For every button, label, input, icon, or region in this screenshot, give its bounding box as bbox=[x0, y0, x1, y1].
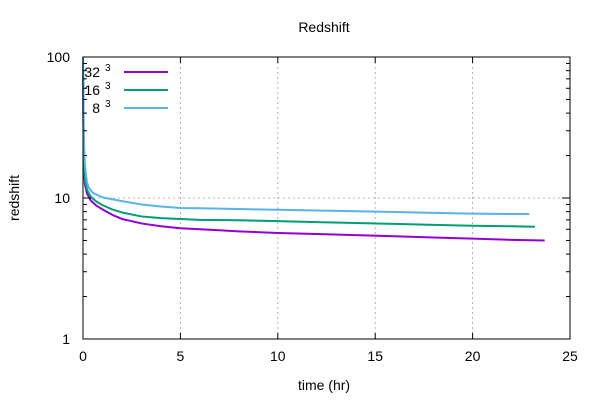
y-axis-label: redshift bbox=[6, 175, 22, 221]
ticks: 0 5 10 15 20 25 1 10 100 bbox=[47, 49, 578, 364]
legend-superscript: 3 bbox=[105, 99, 111, 110]
legend-superscript: 3 bbox=[105, 63, 111, 74]
grid bbox=[83, 57, 570, 339]
x-tick-label: 25 bbox=[562, 348, 578, 364]
y-tick-label: 1 bbox=[62, 331, 70, 347]
legend-label: 32 bbox=[84, 64, 100, 80]
x-tick-label: 5 bbox=[177, 348, 185, 364]
series-line-32-cubed bbox=[82, 56, 545, 242]
legend-superscript: 3 bbox=[105, 81, 111, 92]
series-line-16-cubed bbox=[82, 56, 535, 228]
plot-frame bbox=[82, 56, 571, 340]
legend-label: 16 bbox=[84, 82, 100, 98]
legend-label: 8 bbox=[92, 100, 100, 116]
y-tick-label: 100 bbox=[47, 49, 71, 65]
legend: 32 316 38 3 bbox=[84, 63, 168, 116]
x-axis-label: time (hr) bbox=[298, 377, 350, 393]
y-tick-label: 10 bbox=[54, 190, 70, 206]
series-line-8-cubed bbox=[82, 56, 530, 215]
x-tick-label: 20 bbox=[465, 348, 481, 364]
chart-title: Redshift bbox=[298, 19, 349, 35]
series-group bbox=[82, 56, 545, 242]
x-tick-label: 10 bbox=[270, 348, 286, 364]
x-tick-label: 0 bbox=[79, 348, 87, 364]
x-tick-label: 15 bbox=[367, 348, 383, 364]
